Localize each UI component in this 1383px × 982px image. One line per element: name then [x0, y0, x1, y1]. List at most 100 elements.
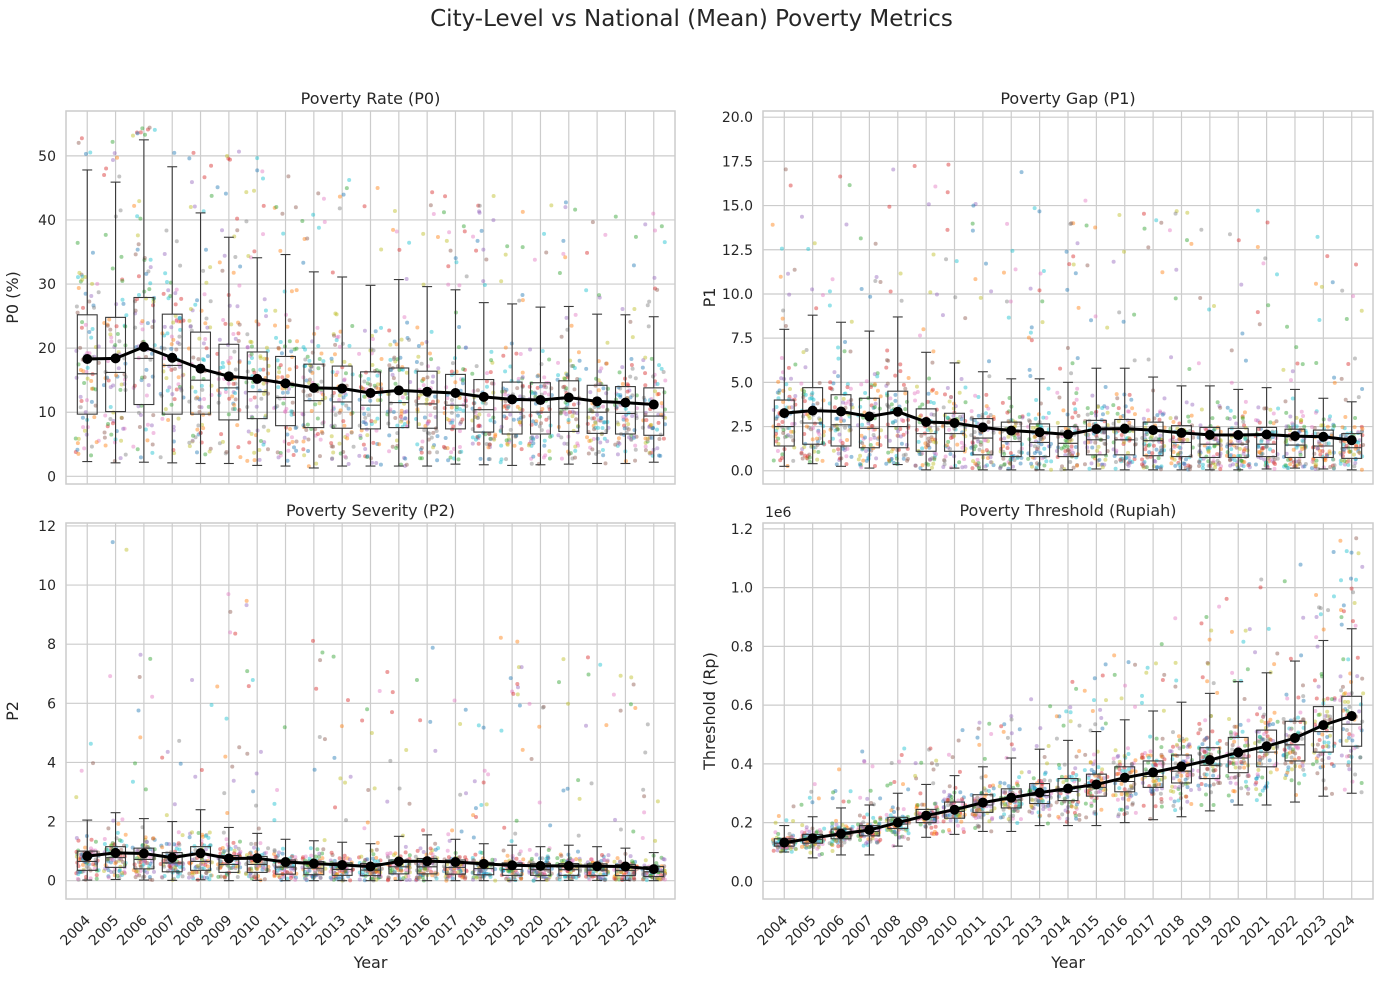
jitter-point [272, 849, 277, 854]
jitter-point [547, 357, 552, 362]
jitter-point [424, 852, 429, 857]
jitter-point [1146, 357, 1151, 362]
x-tick-label: 2023 [596, 913, 633, 950]
jitter-point [137, 675, 142, 680]
jitter-point [858, 236, 863, 241]
jitter-point [80, 274, 85, 279]
jitter-point [508, 364, 513, 369]
jitter-point [841, 396, 846, 401]
jitter-point [569, 323, 574, 328]
jitter-point [418, 718, 423, 723]
jitter-point [529, 443, 534, 448]
jitter-point [172, 802, 177, 807]
jitter-point [203, 321, 208, 326]
jitter-point [257, 448, 262, 453]
jitter-point [820, 458, 825, 463]
jitter-point [421, 828, 426, 833]
jitter-point [657, 363, 662, 368]
jitter-point [118, 864, 123, 869]
jitter-point [414, 678, 419, 683]
jitter-point [1189, 241, 1194, 246]
jitter-point [504, 438, 509, 443]
jitter-point [1105, 405, 1110, 410]
jitter-point [317, 454, 322, 459]
mean-point [949, 418, 960, 429]
x-tick-label: 2011 [256, 913, 293, 950]
jitter-point [501, 353, 506, 358]
jitter-point [1100, 406, 1105, 411]
jitter-point [475, 238, 480, 243]
jitter-point [445, 446, 450, 451]
jitter-point [655, 392, 660, 397]
jitter-point [520, 209, 525, 214]
jitter-point [628, 319, 633, 324]
jitter-point [503, 369, 508, 374]
jitter-point [177, 316, 182, 321]
jitter-point [249, 355, 254, 360]
jitter-point [105, 323, 110, 328]
jitter-point [572, 366, 577, 371]
jitter-point [300, 411, 305, 416]
jitter-point [320, 431, 325, 436]
jitter-point [940, 313, 945, 318]
jitter-point [454, 405, 459, 410]
jitter-point [474, 364, 479, 369]
jitter-point [172, 865, 177, 870]
subplot-title: Poverty Rate (P0) [301, 89, 441, 108]
jitter-point [220, 268, 225, 273]
jitter-point [208, 299, 213, 304]
jitter-point [334, 338, 339, 343]
jitter-point [587, 438, 592, 443]
jitter-point [531, 419, 536, 424]
jitter-point [432, 406, 437, 411]
jitter-point [596, 449, 601, 454]
jitter-point [196, 432, 201, 437]
jitter-point [1085, 263, 1090, 268]
jitter-point [1028, 286, 1033, 291]
jitter-point [226, 412, 231, 417]
jitter-point [1285, 324, 1290, 329]
jitter-point [75, 447, 80, 452]
jitter-point [376, 386, 381, 391]
jitter-point [519, 447, 524, 452]
y-tick-label: 30 [38, 277, 56, 293]
jitter-point [1154, 218, 1159, 223]
jitter-point [120, 278, 125, 283]
jitter-point [959, 440, 964, 445]
mean-point [535, 395, 546, 406]
jitter-point [1049, 459, 1054, 464]
jitter-point [1038, 437, 1043, 442]
jitter-point [294, 346, 299, 351]
jitter-point [79, 768, 84, 773]
jitter-point [89, 294, 94, 299]
jitter-point [1093, 225, 1098, 230]
jitter-point [222, 849, 227, 854]
jitter-point [461, 367, 466, 372]
jitter-point [279, 351, 284, 356]
jitter-point [1151, 443, 1156, 448]
jitter-point [188, 324, 193, 329]
jitter-point [601, 404, 606, 409]
jitter-point [1065, 444, 1070, 449]
jitter-point [774, 405, 779, 410]
jitter-point [470, 371, 475, 376]
jitter-point [208, 446, 213, 451]
jitter-point [435, 450, 440, 455]
jitter-point [562, 410, 567, 415]
jitter-point [192, 844, 197, 849]
jitter-point [960, 445, 965, 450]
jitter-point [399, 419, 404, 424]
jitter-point [387, 328, 392, 333]
jitter-point [289, 289, 294, 294]
jitter-point [544, 250, 549, 255]
jitter-point [102, 435, 107, 440]
jitter-point [145, 860, 150, 865]
jitter-point [387, 433, 392, 438]
jitter-point [472, 779, 477, 784]
jitter-point [1004, 299, 1009, 304]
jitter-point [508, 412, 513, 417]
jitter-point [1177, 445, 1182, 450]
jitter-point [140, 319, 145, 324]
jitter-point [73, 449, 78, 454]
jitter-point [799, 381, 804, 386]
